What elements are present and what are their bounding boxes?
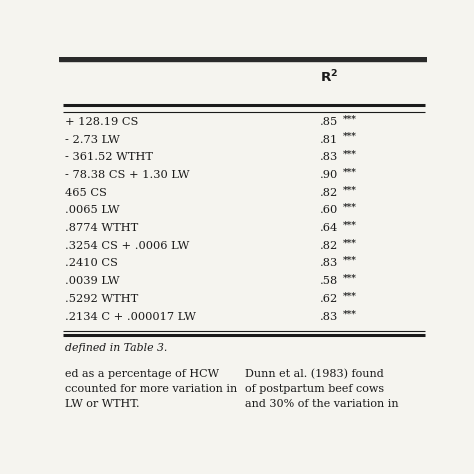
Text: .58: .58 xyxy=(320,276,338,286)
Text: $\mathbf{R^2}$: $\mathbf{R^2}$ xyxy=(320,69,338,85)
Text: + 128.19 CS: + 128.19 CS xyxy=(65,117,138,127)
Text: - 361.52 WTHT: - 361.52 WTHT xyxy=(65,152,153,162)
Text: .82: .82 xyxy=(320,188,338,198)
Text: .62: .62 xyxy=(320,294,338,304)
Text: - 2.73 LW: - 2.73 LW xyxy=(65,135,119,145)
Text: ed as a percentage of HCW
ccounted for more variation in
LW or WTHT.: ed as a percentage of HCW ccounted for m… xyxy=(65,369,237,409)
Text: .60: .60 xyxy=(320,205,338,215)
Text: ***: *** xyxy=(343,256,357,265)
Text: .0039 LW: .0039 LW xyxy=(65,276,119,286)
Text: .90: .90 xyxy=(320,170,338,180)
Text: .8774 WTHT: .8774 WTHT xyxy=(65,223,138,233)
Text: .0065 LW: .0065 LW xyxy=(65,205,119,215)
Text: Dunn et al. (1983) found
of postpartum beef cows
and 30% of the variation in: Dunn et al. (1983) found of postpartum b… xyxy=(245,369,398,409)
Text: defined in Table 3.: defined in Table 3. xyxy=(65,343,167,353)
Text: ***: *** xyxy=(343,309,357,318)
Text: ***: *** xyxy=(343,114,357,123)
Bar xyxy=(59,55,427,61)
Text: ***: *** xyxy=(343,292,357,301)
Text: ***: *** xyxy=(343,274,357,283)
Text: .83: .83 xyxy=(320,258,338,268)
Text: .82: .82 xyxy=(320,241,338,251)
Text: ***: *** xyxy=(343,132,357,141)
Text: ***: *** xyxy=(343,238,357,247)
Text: ***: *** xyxy=(343,150,357,159)
Text: .64: .64 xyxy=(320,223,338,233)
Text: ***: *** xyxy=(343,185,357,194)
Text: .85: .85 xyxy=(320,117,338,127)
Text: .2410 CS: .2410 CS xyxy=(65,258,118,268)
Text: - 78.38 CS + 1.30 LW: - 78.38 CS + 1.30 LW xyxy=(65,170,190,180)
Text: .83: .83 xyxy=(320,311,338,321)
Text: 465 CS: 465 CS xyxy=(65,188,107,198)
Text: .2134 C + .000017 LW: .2134 C + .000017 LW xyxy=(65,311,196,321)
Text: .5292 WTHT: .5292 WTHT xyxy=(65,294,138,304)
Text: .3254 CS + .0006 LW: .3254 CS + .0006 LW xyxy=(65,241,189,251)
Text: .81: .81 xyxy=(320,135,338,145)
Text: ***: *** xyxy=(343,220,357,229)
Text: ***: *** xyxy=(343,167,357,176)
Text: .83: .83 xyxy=(320,152,338,162)
Text: ***: *** xyxy=(343,203,357,212)
